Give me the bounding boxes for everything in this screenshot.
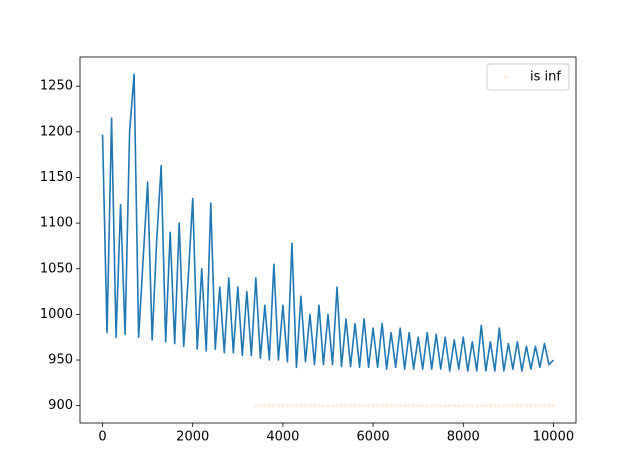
scatter-point <box>308 403 312 408</box>
scatter-point <box>475 403 479 408</box>
y-tick-label: 950 <box>48 353 73 368</box>
y-tick-label: 1050 <box>40 261 73 276</box>
scatter-point <box>326 403 330 408</box>
scatter-point <box>425 403 430 408</box>
scatter-point <box>493 403 497 408</box>
scatter-point <box>429 403 434 408</box>
scatter-point <box>276 403 281 408</box>
scatter-point <box>502 403 506 408</box>
scatter-point <box>263 403 267 408</box>
scatter-point <box>294 403 299 408</box>
scatter-point <box>497 403 502 408</box>
y-tick-label: 1100 <box>40 216 73 231</box>
scatter-point <box>520 403 524 408</box>
scatter-point <box>438 403 443 408</box>
scatter-point <box>254 403 258 408</box>
scatter-point <box>533 403 538 408</box>
scatter-point <box>393 403 398 408</box>
scatter-point <box>321 403 326 408</box>
scatter-point <box>547 403 551 408</box>
scatter-point <box>362 403 366 408</box>
scatter-point <box>447 403 452 408</box>
scatter-point <box>375 403 380 408</box>
legend-marker <box>504 75 508 79</box>
y-tick-label: 1150 <box>40 170 73 185</box>
scatter-point <box>357 403 362 408</box>
x-tick-label: 8000 <box>447 430 480 445</box>
scatter-point <box>285 403 290 408</box>
scatter-point <box>267 403 272 408</box>
scatter-point <box>551 403 556 408</box>
scatter-point <box>348 403 353 408</box>
scatter-point <box>511 403 515 408</box>
legend: is inf <box>486 63 570 91</box>
scatter-point <box>434 403 439 408</box>
scatter-point <box>407 403 411 408</box>
scatter-point <box>420 403 425 408</box>
scatter-point <box>411 403 416 408</box>
scatter-point <box>380 403 384 408</box>
scatter-point <box>366 403 371 408</box>
scatter-point <box>384 403 389 408</box>
scatter-point <box>461 403 466 408</box>
y-tick-label: 900 <box>48 398 73 413</box>
scatter-point <box>470 403 475 408</box>
scatter-point <box>479 403 484 408</box>
legend-frame <box>486 63 570 91</box>
scatter-point <box>281 403 285 408</box>
scatter-point <box>303 403 308 408</box>
y-tick-label: 1200 <box>40 124 73 139</box>
scatter-point <box>465 403 470 408</box>
scatter-point <box>529 403 533 408</box>
scatter-point <box>344 403 348 408</box>
scatter-point <box>515 403 520 408</box>
scatter-point <box>317 403 321 408</box>
scatter-point <box>335 403 339 408</box>
scatter-point <box>389 403 393 408</box>
scatter-point <box>416 403 420 408</box>
scatter-point <box>524 403 529 408</box>
plot-frame <box>79 56 577 424</box>
scatter-point <box>353 403 357 408</box>
scatter-point <box>538 403 542 408</box>
scatter-point <box>299 403 303 408</box>
scatter-point <box>398 403 402 408</box>
scatter-point <box>542 403 547 408</box>
x-tick-label: 6000 <box>357 430 390 445</box>
y-tick-label: 1250 <box>40 79 73 94</box>
scatter-point <box>443 403 448 408</box>
scatter-point <box>339 403 344 408</box>
x-tick-label: 2000 <box>176 430 209 445</box>
data-line <box>101 73 555 372</box>
scatter-point <box>402 403 407 408</box>
scatter-point <box>506 403 511 408</box>
scatter-point <box>258 403 263 408</box>
x-tick-label: 0 <box>98 430 106 445</box>
y-tick-label: 1000 <box>40 307 73 322</box>
scatter-point <box>484 403 488 408</box>
scatter-point <box>272 403 276 408</box>
x-tick-label: 10000 <box>533 430 574 445</box>
scatter-point <box>371 403 375 408</box>
scatter-point <box>290 403 294 408</box>
legend-label: is inf <box>530 70 561 85</box>
scatter-point <box>330 403 335 408</box>
scatter-point <box>456 403 461 408</box>
scatter-point <box>312 403 317 408</box>
x-tick-label: 4000 <box>266 430 299 445</box>
scatter-point <box>488 403 493 408</box>
scatter-point <box>452 403 457 408</box>
